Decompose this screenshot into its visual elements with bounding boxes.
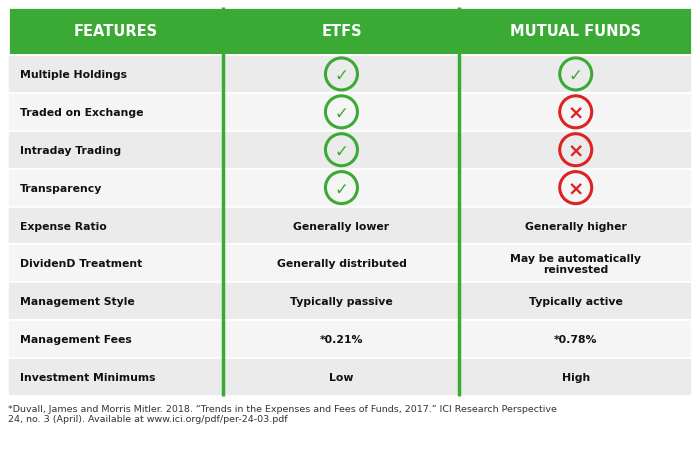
Text: ✓: ✓ [335, 142, 349, 160]
Text: Generally higher: Generally higher [525, 221, 626, 231]
Bar [459, 245, 692, 283]
Bar [223, 358, 459, 396]
Bar [459, 131, 692, 169]
Text: ✓: ✓ [569, 67, 582, 85]
Text: Typically active: Typically active [528, 297, 623, 307]
Text: Management Style: Management Style [20, 297, 134, 307]
Text: Investment Minimums: Investment Minimums [20, 372, 155, 382]
Bar [8, 358, 223, 396]
Text: ×: × [568, 180, 584, 199]
Bar [223, 56, 459, 94]
Bar [459, 169, 692, 207]
Text: ×: × [568, 142, 584, 161]
Bar [459, 283, 692, 320]
Bar [8, 320, 223, 358]
Text: Typically passive: Typically passive [290, 297, 393, 307]
Bar [459, 56, 692, 94]
Text: ✓: ✓ [335, 180, 349, 198]
Text: Intraday Trading: Intraday Trading [20, 146, 121, 156]
Text: ✓: ✓ [335, 67, 349, 85]
Text: Traded on Exchange: Traded on Exchange [20, 107, 144, 118]
Bar [223, 131, 459, 169]
Bar [223, 283, 459, 320]
Text: *0.78%: *0.78% [554, 335, 598, 344]
Bar [8, 245, 223, 283]
Text: ✓: ✓ [335, 105, 349, 123]
Bar [459, 207, 692, 245]
Text: ×: × [568, 104, 584, 123]
Bar [223, 94, 459, 131]
Bar [8, 207, 223, 245]
Bar [8, 8, 223, 56]
Text: Generally distributed: Generally distributed [276, 259, 407, 269]
Text: Low: Low [329, 372, 354, 382]
Text: *Duvall, James and Morris Mitler. 2018. “Trends in the Expenses and Fees of Fund: *Duvall, James and Morris Mitler. 2018. … [8, 404, 557, 424]
Text: FEATURES: FEATURES [74, 24, 158, 39]
Bar [8, 283, 223, 320]
Text: May be automatically
reinvested: May be automatically reinvested [510, 253, 641, 274]
Bar [459, 358, 692, 396]
Bar [223, 320, 459, 358]
Bar [459, 320, 692, 358]
Bar [459, 8, 692, 56]
Text: Transparency: Transparency [20, 183, 102, 193]
Text: *0.21%: *0.21% [320, 335, 363, 344]
Text: DividenD Treatment: DividenD Treatment [20, 259, 142, 269]
Text: ETFS: ETFS [321, 24, 362, 39]
Bar [223, 169, 459, 207]
Bar [223, 245, 459, 283]
Text: Management Fees: Management Fees [20, 335, 132, 344]
Bar [223, 8, 459, 56]
Bar [459, 94, 692, 131]
Bar [223, 207, 459, 245]
Text: Expense Ratio: Expense Ratio [20, 221, 106, 231]
Text: MUTUAL FUNDS: MUTUAL FUNDS [510, 24, 641, 39]
Text: Multiple Holdings: Multiple Holdings [20, 70, 127, 80]
Text: Generally lower: Generally lower [293, 221, 389, 231]
Bar [8, 131, 223, 169]
Bar [8, 94, 223, 131]
Text: High: High [561, 372, 590, 382]
Bar [8, 56, 223, 94]
Bar [8, 169, 223, 207]
